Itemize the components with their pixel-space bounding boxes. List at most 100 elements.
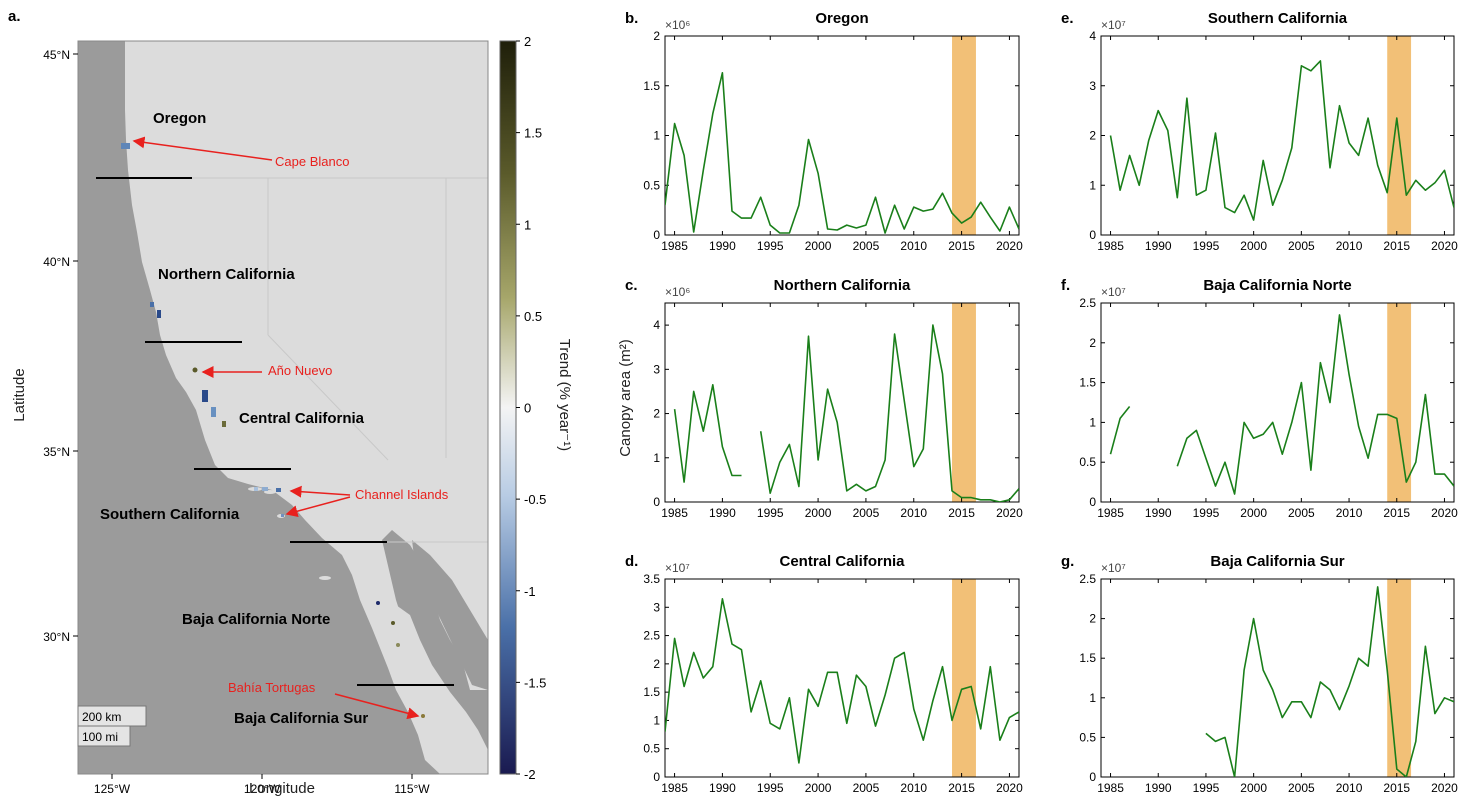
y-tick-label: 1 (1089, 415, 1096, 429)
map-x-tick-label: 125°W (94, 782, 131, 796)
x-tick-label: 2005 (1288, 239, 1315, 253)
scale-bar: 200 km 100 mi (77, 705, 147, 747)
series-segment (1109, 406, 1131, 455)
y-tick-label: 0.5 (1079, 730, 1096, 744)
y-tick-label: 1.5 (1079, 651, 1096, 665)
x-tick-label: 1990 (709, 781, 736, 795)
y-tick-label: 4 (653, 318, 660, 332)
x-tick-label: 2005 (1288, 506, 1315, 520)
x-tick-label: 2005 (853, 781, 880, 795)
y-tick-label: 2.5 (1079, 296, 1096, 310)
x-tick-label: 2010 (1336, 239, 1363, 253)
series-line (665, 597, 1019, 764)
colorbar-tick-label: 1.5 (524, 126, 542, 141)
annotation-arrows (132, 136, 420, 720)
series-line (1205, 586, 1454, 777)
region-label-baja-california-norte: Baja California Norte (182, 611, 330, 628)
colorbar-tick-label: -0.5 (524, 492, 546, 507)
y-tick-label: 0.5 (643, 178, 660, 192)
chart-title: Southern California (1208, 10, 1348, 27)
colorbar-tick-label: 0 (524, 401, 531, 416)
y-tick-label: 3.5 (643, 572, 660, 586)
map-ylabel: Latitude (11, 368, 28, 421)
map-panel-letter: a. (8, 8, 21, 25)
map-y-tick-label: 40°N (43, 255, 70, 269)
land-mainland (125, 41, 488, 774)
y-tick-label: 2 (653, 407, 660, 421)
x-tick-label: 2015 (948, 239, 975, 253)
map-y-tick-label: 45°N (43, 48, 70, 62)
series-segment (665, 72, 1019, 234)
chart-title: Central California (779, 553, 905, 570)
panel-letter: e. (1061, 10, 1074, 27)
x-tick-label: 2000 (805, 506, 832, 520)
annotation-channel-islands: Channel Islands (355, 487, 449, 502)
colorbar (499, 40, 517, 775)
scale-km: 200 km (82, 710, 121, 724)
y-tick-label: 2 (1089, 612, 1096, 626)
series-segment (1176, 314, 1454, 495)
colorbar-tick-label: -2 (524, 767, 536, 782)
series-line (673, 324, 1019, 502)
panel-letter: c. (625, 277, 638, 294)
series-segment (665, 597, 1019, 764)
highlight-band (1387, 303, 1412, 502)
panel-letter: f. (1061, 277, 1070, 294)
colorbar-tick-label: 0.5 (524, 309, 542, 324)
series-segment (673, 383, 742, 483)
x-tick-label: 2005 (853, 506, 880, 520)
series-segment (759, 324, 1019, 502)
map-panel: a. (8, 8, 573, 797)
region-label-oregon: Oregon (153, 110, 206, 127)
y-tick-label: 2.5 (1079, 572, 1096, 586)
baja-peninsula (392, 605, 488, 774)
panel-letter: d. (625, 553, 638, 570)
x-tick-label: 1995 (757, 781, 784, 795)
map-xlabel: Longitude (249, 780, 315, 797)
x-tick-label: 1985 (661, 239, 688, 253)
x-tick-label: 2010 (900, 781, 927, 795)
panel-baja-california-norte: f. Baja California Norte ×10⁷ 0 0.5 1 1.5 2 2.5 1… (1061, 277, 1458, 520)
y-tick-label: 2.5 (643, 629, 660, 643)
panel-central-california: d. Central California ×10⁷ 0 0.5 1 1.5 2 2.5 3 3.5… (625, 553, 1023, 795)
x-tick-label: 2015 (1383, 781, 1410, 795)
x-tick-label: 2015 (1383, 239, 1410, 253)
y-tick-label: 0 (1089, 495, 1096, 509)
x-tick-label: 1995 (757, 506, 784, 520)
x-tick-label: 2015 (1383, 506, 1410, 520)
x-tick-label: 2000 (1240, 781, 1267, 795)
plot-frame (1100, 578, 1455, 778)
map-y-tick-label: 30°N (43, 630, 70, 644)
x-tick-label: 2010 (900, 239, 927, 253)
y-tick-label: 2 (653, 29, 660, 43)
highlight-band (952, 36, 976, 235)
chart-title: Baja California Norte (1203, 277, 1351, 294)
x-tick-label: 1985 (661, 781, 688, 795)
x-tick-label: 2015 (948, 506, 975, 520)
scale-mi: 100 mi (82, 730, 118, 744)
y-multiplier: ×10⁶ (665, 18, 690, 32)
x-tick-label: 2010 (1336, 781, 1363, 795)
panel-letter: b. (625, 10, 638, 27)
y-tick-label: 4 (1089, 29, 1096, 43)
x-tick-label: 1995 (1193, 781, 1220, 795)
x-tick-label: 1985 (1097, 506, 1124, 520)
highlight-band (952, 579, 976, 777)
map-frame (77, 40, 489, 775)
plot-frame (664, 578, 1020, 778)
region-label-baja-california-sur: Baja California Sur (234, 710, 368, 727)
x-tick-label: 2020 (1431, 239, 1458, 253)
panel-northern-california: c. Northern California ×10⁶ 0 1 2 3 4 1985 1990 19… (625, 277, 1023, 520)
y-tick-label: 1.5 (643, 79, 660, 93)
x-tick-label: 2000 (1240, 506, 1267, 520)
series-line (665, 72, 1019, 234)
x-tick-label: 1990 (709, 506, 736, 520)
y-multiplier: ×10⁷ (1101, 285, 1126, 299)
y-multiplier: ×10⁷ (1101, 561, 1126, 575)
panel-oregon: b. Oregon ×10⁶ 0 0.5 1 1.5 2 1985 1990 1995 2000 200… (625, 10, 1023, 253)
highlight-band (952, 303, 976, 502)
x-tick-label: 1995 (1193, 506, 1220, 520)
x-tick-label: 1990 (1145, 506, 1172, 520)
y-tick-label: 0 (1089, 770, 1096, 784)
